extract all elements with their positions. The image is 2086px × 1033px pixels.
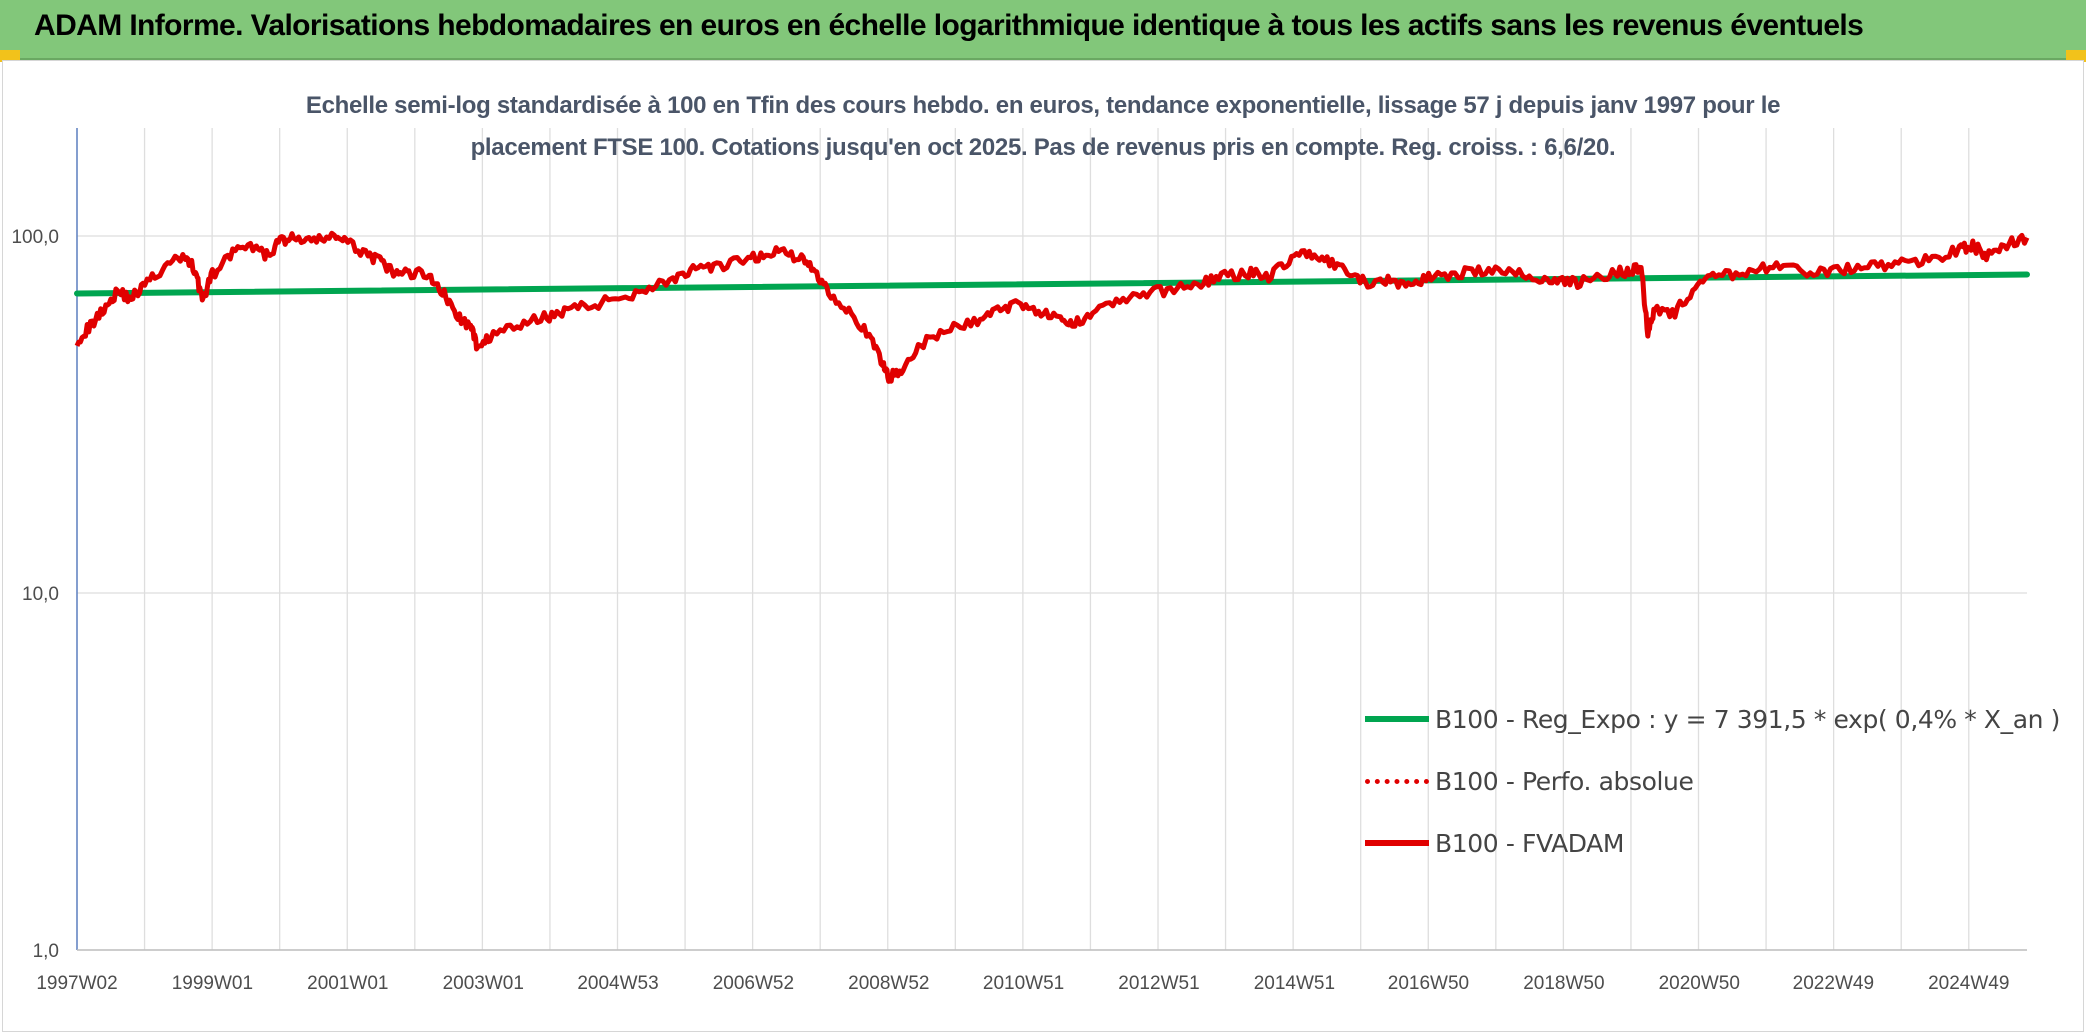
legend-label-fvadam: B100 - FVADAM (1435, 828, 1625, 858)
legend-swatch-green (1365, 716, 1429, 722)
x-tick-label: 2014W51 (1254, 973, 1335, 994)
chart-frame (2, 60, 2084, 1032)
legend-item-trend: B100 - Reg_Expo : y = 7 391,5 * exp( 0,4… (1365, 688, 2060, 750)
chart-legend: B100 - Reg_Expo : y = 7 391,5 * exp( 0,4… (1365, 688, 2060, 874)
chart-subtitle-line1: Echelle semi-log standardisée à 100 en T… (305, 92, 1781, 119)
x-tick-label: 2006W52 (713, 973, 794, 994)
x-tick-label: 2016W50 (1388, 973, 1469, 994)
x-tick-label: 2024W49 (1928, 973, 2009, 994)
x-tick-label: 2004W53 (577, 973, 658, 994)
y-tick-label: 100,0 (11, 227, 59, 248)
header-bar: ADAM Informe. Valorisations hebdomadaire… (0, 0, 2086, 60)
x-tick-labels: 1997W02 1999W01 2001W01 2003W01 2004W53 2006W… (36, 973, 2009, 994)
legend-label-perfo: B100 - Perfo. absolue (1435, 766, 1694, 796)
x-tick-label: 2022W49 (1793, 973, 1874, 994)
vertical-gridlines (143, 128, 1970, 950)
y-tick-labels: 1,0 10,0 100,0 (11, 227, 59, 962)
legend-label-trend: B100 - Reg_Expo : y = 7 391,5 * exp( 0,4… (1435, 704, 2061, 734)
legend-item-perfo: B100 - Perfo. absolue (1365, 750, 2060, 812)
x-tick-label: 2001W01 (307, 973, 388, 994)
y-tick-label: 10,0 (22, 584, 59, 605)
legend-item-fvadam: B100 - FVADAM (1365, 812, 2060, 874)
y-tick-label: 1,0 (33, 941, 59, 962)
fvadam-series-line (74, 230, 2030, 384)
left-corner-marker (0, 50, 20, 62)
x-tick-label: 2003W01 (443, 973, 524, 994)
right-corner-marker (2066, 50, 2086, 62)
x-tick-label: 2008W52 (848, 973, 929, 994)
x-tick-label: 2018W50 (1523, 973, 1604, 994)
chart-subtitle-line2: placement FTSE 100. Cotations jusqu'en o… (470, 134, 1616, 161)
legend-swatch-dotted (1365, 778, 1429, 784)
x-tick-label: 1999W01 (172, 973, 253, 994)
trend-series-line (74, 271, 2030, 297)
x-tick-label: 2020W50 (1659, 973, 1740, 994)
header-title: ADAM Informe. Valorisations hebdomadaire… (34, 9, 1864, 42)
x-tick-label: 2010W51 (983, 973, 1064, 994)
x-tick-label: 2012W51 (1118, 973, 1199, 994)
x-tick-label: 1997W02 (36, 973, 117, 994)
legend-swatch-red (1365, 840, 1429, 846)
